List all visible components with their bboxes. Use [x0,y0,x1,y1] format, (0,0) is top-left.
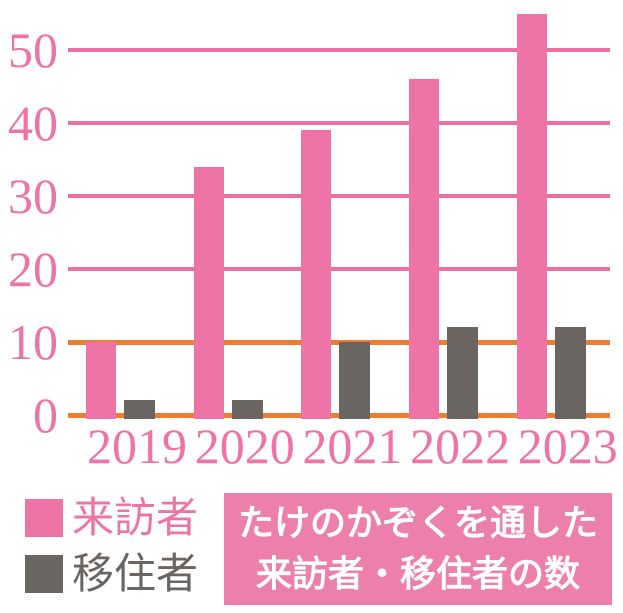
chart-title-line-2: 来訪者・移住者の数 [255,554,580,595]
gridline [68,121,610,125]
legend-item-visitors: 来訪者 [25,497,198,539]
visitors-color-swatch [25,499,63,537]
migrants-color-swatch [25,555,63,593]
bar-migrants-2022 [447,327,479,419]
bar-migrants-2020 [231,400,263,419]
chart-title-box: たけのかぞくを通した 来訪者・移住者の数 [224,493,612,605]
x-axis-label: 2019 [87,418,187,474]
gridline [68,267,610,271]
legend-item-label: 来訪者 [72,493,199,542]
x-axis-label: 2021 [302,418,403,474]
gridline [68,48,610,52]
baseline-gridline [68,339,610,345]
legend-item-label: 移住者 [72,549,199,598]
baseline-gridline [68,412,610,418]
y-axis-tick-label: 30 [8,168,58,224]
y-axis-tick-label: 10 [8,314,58,370]
chart-title-line-1: たけのかぞくを通した [237,502,598,544]
plot-area: 0 10 20 30 40 50 2019 2020 2021 2022 2023 [8,13,618,474]
bar-visitors-2021 [301,130,332,419]
y-axis-tick-label: 20 [8,241,58,297]
bar-migrants-2023 [554,327,586,419]
x-axis-label: 2023 [517,418,618,474]
legend-item-migrants: 移住者 [25,553,198,595]
bar-visitors-2023 [516,13,547,419]
bar-migrants-2021 [339,342,371,419]
y-axis-tick-label: 0 [33,387,58,443]
x-axis-label: 2020 [194,418,295,474]
bar-visitors-2022 [409,79,440,419]
bar-visitors-2020 [193,166,224,419]
y-axis-tick-label: 50 [8,22,58,78]
bar-migrants-2019 [124,400,155,419]
x-axis-label: 2022 [410,418,511,474]
legend: 来訪者移住者 [25,497,198,595]
gridline [68,194,610,198]
y-axis-tick-label: 40 [8,95,58,151]
bar-visitors-2019 [86,342,116,419]
